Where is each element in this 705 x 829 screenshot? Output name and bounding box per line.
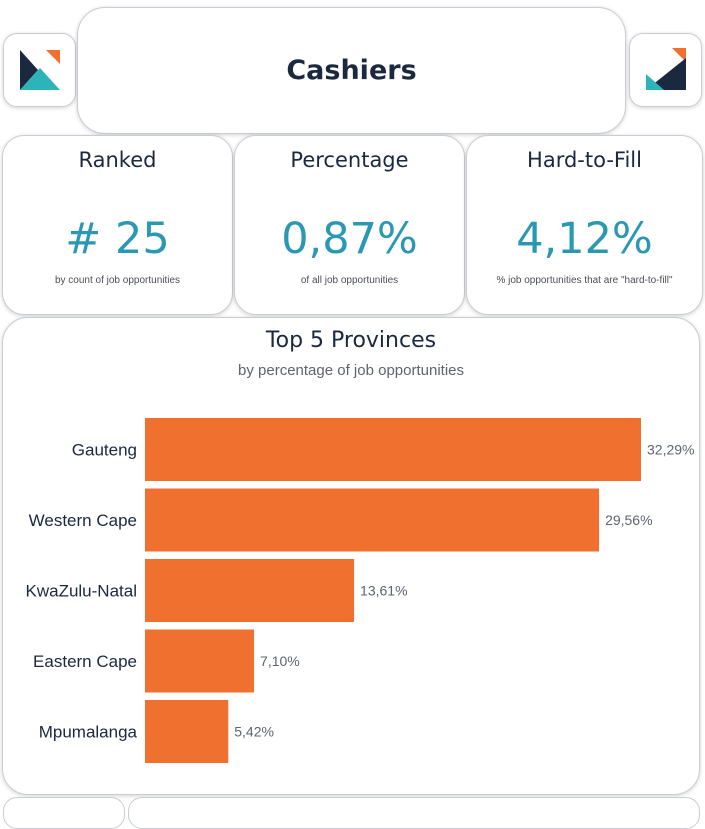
value-label: 5,42% (234, 724, 274, 740)
category-label: Mpumalanga (39, 723, 138, 742)
kpi-card-ranked: Ranked # 25 by count of job opportunitie… (2, 135, 233, 315)
brand-logo-icon (19, 50, 60, 90)
category-label: KwaZulu-Natal (26, 582, 138, 601)
category-label: Western Cape (29, 511, 137, 530)
left-logo-card[interactable] (3, 33, 76, 107)
category-label: Eastern Cape (33, 652, 137, 671)
kpi-subtitle: of all job opportunities (300, 275, 399, 286)
next-card-stub-left (3, 797, 125, 829)
kpi-label: Ranked (78, 148, 157, 172)
kpi-subtitle: by count of job opportunities (54, 275, 181, 286)
kpi-value: # 25 (65, 214, 170, 264)
category-label: Gauteng (72, 441, 137, 460)
chart-title: Top 5 Provinces (265, 328, 437, 353)
kpi-card-hard-to-fill: Hard-to-Fill 4,12% % job opportunities t… (466, 135, 703, 315)
kpi-subtitle: % job opportunities that are "hard-to-fi… (496, 275, 673, 286)
bar[interactable] (145, 488, 600, 552)
chart-subtitle: by percentage of job opportunities (238, 362, 464, 379)
bar[interactable] (145, 700, 229, 763)
bar[interactable] (145, 418, 641, 481)
value-label: 7,10% (260, 653, 300, 669)
bar[interactable] (145, 559, 355, 622)
brand-logo-icon (645, 48, 686, 90)
kpi-label: Percentage (290, 148, 409, 172)
bar-chart: Gauteng 32,29% Western Cape 29,56% KwaZulu-N… (26, 418, 694, 763)
title-card: Cashiers (77, 7, 626, 134)
kpi-card-percentage: Percentage 0,87% of all job opportunitie… (234, 135, 465, 315)
value-label: 32,29% (647, 442, 694, 458)
page-title: Cashiers (286, 55, 417, 86)
bar[interactable] (145, 629, 255, 693)
value-label: 29,56% (605, 512, 652, 528)
value-label: 13,61% (360, 583, 407, 599)
right-logo-card[interactable] (629, 33, 702, 107)
kpi-value: 4,12% (516, 214, 653, 264)
kpi-value: 0,87% (281, 214, 418, 264)
next-card-stub-right (128, 797, 700, 829)
kpi-label: Hard-to-Fill (527, 148, 642, 172)
chart-card: Top 5 Provinces by percentage of job opp… (2, 317, 700, 795)
